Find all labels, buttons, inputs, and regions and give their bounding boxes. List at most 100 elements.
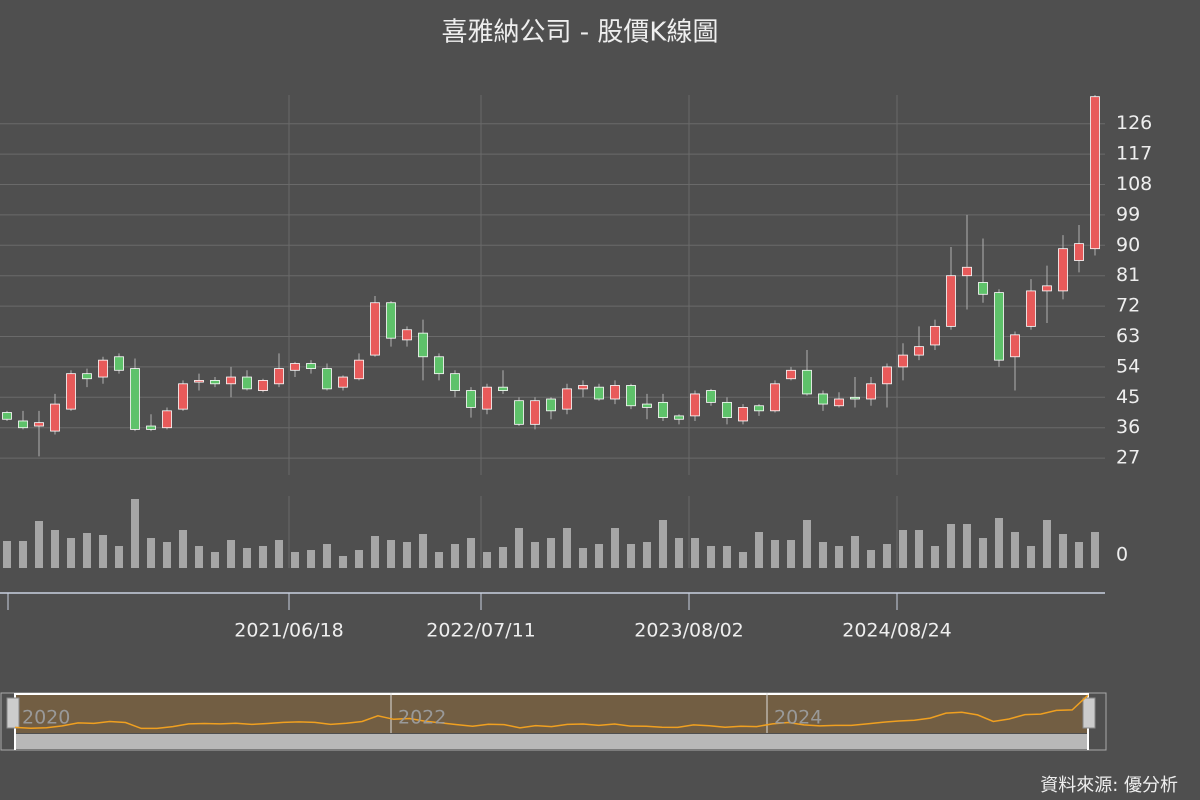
volume-bar bbox=[115, 546, 123, 568]
volume-bar bbox=[147, 538, 155, 568]
candle-body bbox=[178, 383, 188, 410]
volume-bar bbox=[83, 533, 91, 568]
navigator-handle[interactable] bbox=[6, 697, 20, 729]
volume-bar bbox=[883, 544, 891, 568]
candle-body bbox=[706, 390, 716, 403]
volume-bar bbox=[595, 544, 603, 568]
candle-body bbox=[610, 385, 620, 400]
volume-bar bbox=[547, 538, 555, 568]
volume-bar bbox=[243, 548, 251, 568]
chart-title: 喜雅納公司 - 股價K線圖 bbox=[442, 18, 719, 48]
candle-body bbox=[226, 376, 236, 385]
y-tick-label: 81 bbox=[1116, 264, 1140, 286]
candle-body bbox=[882, 366, 892, 385]
source-note: 資料來源: 優分析 bbox=[1040, 775, 1178, 796]
volume-bar bbox=[35, 521, 43, 568]
candle-body bbox=[914, 346, 924, 356]
volume-bar bbox=[259, 546, 267, 568]
volume-bar bbox=[611, 528, 619, 568]
candle-body bbox=[418, 332, 428, 358]
navigator-label: 2024 bbox=[774, 707, 822, 729]
volume-bar bbox=[563, 528, 571, 568]
volume-bar bbox=[467, 538, 475, 568]
volume-bar bbox=[819, 542, 827, 568]
candle-body bbox=[290, 363, 300, 371]
candle-body bbox=[1026, 290, 1036, 327]
y-tick-label: 54 bbox=[1116, 355, 1140, 377]
volume-bar bbox=[643, 542, 651, 568]
volume-bar bbox=[803, 520, 811, 568]
volume-bar bbox=[931, 546, 939, 568]
volume-bar bbox=[179, 530, 187, 568]
volume-bar bbox=[851, 536, 859, 568]
candle-body bbox=[546, 398, 556, 412]
candle-body bbox=[946, 275, 956, 327]
x-tick-label: 2022/07/11 bbox=[426, 620, 536, 642]
y-tick-label: 99 bbox=[1116, 203, 1140, 225]
volume-bar bbox=[275, 540, 283, 568]
volume-bar bbox=[771, 540, 779, 568]
x-tick-label: 2024/08/24 bbox=[842, 620, 952, 642]
candle-body bbox=[562, 388, 572, 410]
candle-body bbox=[434, 356, 444, 375]
candle-body bbox=[834, 398, 844, 407]
candle-body bbox=[338, 376, 348, 388]
volume-bar bbox=[627, 544, 635, 568]
navigator-scrollbar[interactable] bbox=[15, 734, 1088, 749]
volume-bar bbox=[675, 538, 683, 568]
volume-bar bbox=[355, 550, 363, 568]
y-tick-label: 72 bbox=[1116, 295, 1140, 317]
candle-body bbox=[386, 302, 396, 339]
volume-bar bbox=[419, 534, 427, 568]
volume-bar bbox=[483, 552, 491, 568]
candle-body bbox=[146, 425, 156, 430]
candle-body bbox=[402, 329, 412, 341]
candle-body bbox=[594, 386, 604, 400]
candle-body bbox=[530, 400, 540, 425]
volume-bar bbox=[323, 544, 331, 568]
candle-body bbox=[626, 385, 636, 407]
volume-bar bbox=[195, 546, 203, 568]
volume-bar bbox=[227, 540, 235, 568]
y-tick-label: 36 bbox=[1116, 416, 1140, 438]
candle-body bbox=[162, 410, 172, 429]
candle-body bbox=[34, 422, 44, 427]
candle-body bbox=[114, 356, 124, 371]
volume-bar bbox=[515, 528, 523, 568]
volume-bar bbox=[99, 535, 107, 568]
candle-body bbox=[82, 373, 92, 380]
candle-body bbox=[1042, 285, 1052, 292]
candle-body bbox=[754, 405, 764, 412]
volume-bar bbox=[787, 540, 795, 568]
volume-bar bbox=[291, 552, 299, 568]
volume-bar bbox=[1059, 534, 1067, 568]
candle-body bbox=[354, 359, 364, 380]
navigator-handle[interactable] bbox=[1082, 697, 1096, 729]
volume-bar bbox=[1043, 520, 1051, 568]
y-tick-label: 117 bbox=[1116, 143, 1152, 165]
candle-body bbox=[466, 390, 476, 408]
volume-bar bbox=[707, 546, 715, 568]
candle-body bbox=[210, 380, 220, 385]
candle-body bbox=[242, 376, 252, 390]
volume-bar bbox=[499, 547, 507, 568]
volume-bar bbox=[451, 544, 459, 568]
candle-body bbox=[818, 393, 828, 405]
volume-bar bbox=[211, 552, 219, 568]
candle-body bbox=[994, 292, 1004, 361]
volume-bar bbox=[339, 556, 347, 568]
volume-bar bbox=[163, 542, 171, 568]
volume-bar bbox=[947, 524, 955, 568]
volume-bar bbox=[307, 550, 315, 568]
volume-bar bbox=[579, 548, 587, 568]
volume-bar bbox=[867, 550, 875, 568]
candle-body bbox=[498, 386, 508, 391]
candle-body bbox=[738, 407, 748, 422]
candle-body bbox=[1090, 96, 1100, 250]
volume-bar bbox=[899, 530, 907, 568]
volume-bar bbox=[67, 538, 75, 568]
candle-body bbox=[2, 412, 12, 420]
x-tick-label: 2023/08/02 bbox=[634, 620, 744, 642]
candle-body bbox=[642, 403, 652, 408]
